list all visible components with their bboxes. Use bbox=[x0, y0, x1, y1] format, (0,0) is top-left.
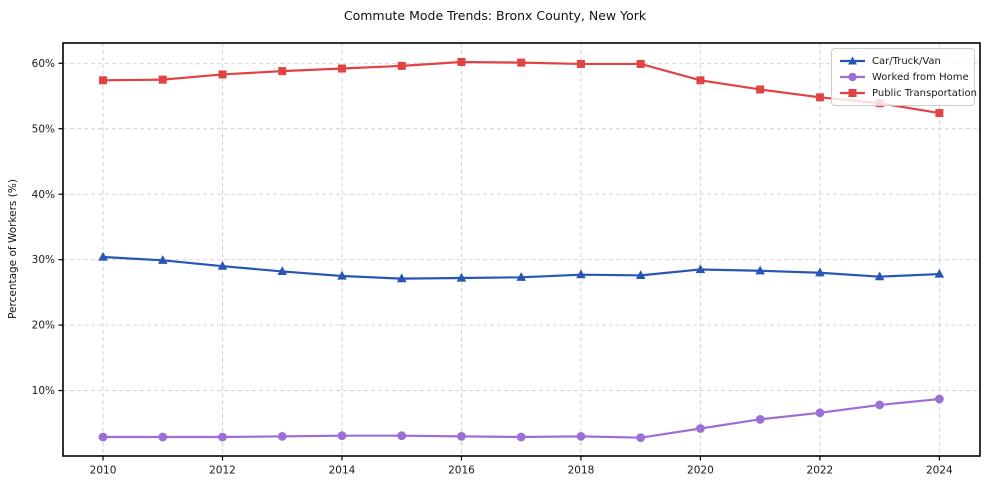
data-point-square bbox=[517, 58, 526, 67]
data-point-square bbox=[158, 75, 167, 84]
data-point-circle bbox=[397, 431, 407, 441]
data-point-circle bbox=[158, 432, 168, 442]
data-point-triangle bbox=[934, 268, 945, 278]
data-point-triangle bbox=[217, 260, 228, 270]
y-tick-label: 60% bbox=[32, 58, 55, 70]
series-line-circle bbox=[101, 397, 941, 439]
data-point-triangle bbox=[576, 269, 586, 279]
data-point-triangle bbox=[98, 251, 108, 261]
data-point-square bbox=[397, 61, 406, 70]
x-tick-label: 2020 bbox=[687, 465, 714, 477]
x-tick-label: 2016 bbox=[448, 465, 475, 477]
chart-title: Commute Mode Trends: Bronx County, New Y… bbox=[343, 8, 647, 23]
data-point-circle bbox=[636, 433, 646, 443]
data-point-triangle bbox=[695, 264, 706, 274]
x-tick-label: 2022 bbox=[807, 465, 834, 477]
data-point-triangle bbox=[755, 265, 765, 275]
data-point-circle bbox=[875, 400, 885, 410]
data-point-triangle bbox=[157, 255, 168, 264]
y-tick-label: 40% bbox=[32, 189, 55, 201]
data-point-triangle bbox=[456, 272, 467, 282]
data-point-circle bbox=[576, 431, 586, 441]
data-point-square bbox=[99, 76, 108, 85]
data-point-square bbox=[278, 67, 287, 76]
y-tick-label: 30% bbox=[32, 254, 55, 266]
data-point-square bbox=[815, 93, 824, 102]
data-point-square bbox=[457, 57, 466, 66]
x-tick-label: 2014 bbox=[329, 465, 356, 477]
legend-label: Public Transportation bbox=[872, 87, 977, 99]
data-point-circle bbox=[457, 431, 466, 441]
data-point-circle bbox=[277, 431, 287, 441]
data-point-circle bbox=[755, 414, 765, 424]
data-point-square bbox=[756, 85, 765, 94]
data-point-circle bbox=[337, 431, 347, 441]
data-point-square bbox=[576, 59, 585, 68]
y-tick-label: 50% bbox=[32, 123, 55, 135]
data-point-triangle bbox=[815, 267, 825, 277]
data-point-square bbox=[337, 64, 346, 73]
y-tick-label: 20% bbox=[32, 320, 55, 332]
worked-from-home-line-icon bbox=[840, 72, 865, 82]
data-point-triangle bbox=[635, 270, 646, 279]
x-tick-label: 2012 bbox=[209, 465, 236, 477]
plot-frame bbox=[62, 42, 981, 457]
data-point-triangle bbox=[516, 272, 527, 281]
data-point-triangle bbox=[874, 271, 885, 281]
data-point-triangle bbox=[337, 270, 347, 280]
car-truck-van-line-icon bbox=[840, 56, 865, 65]
data-point-triangle bbox=[277, 266, 288, 276]
x-tick-label: 2010 bbox=[90, 465, 117, 477]
data-point-circle bbox=[98, 432, 108, 442]
series-line-square bbox=[101, 60, 941, 115]
y-tick-label: 10% bbox=[32, 385, 55, 397]
data-point-circle bbox=[516, 432, 526, 442]
data-point-triangle bbox=[396, 273, 407, 283]
legend-item-worked-from-home: Worked from Home bbox=[839, 69, 969, 85]
legend-item-car-truck-van: Car/Truck/Van bbox=[839, 53, 966, 69]
legend-label: Car/Truck/Van bbox=[872, 55, 941, 67]
data-point-circle bbox=[696, 424, 705, 433]
data-point-circle bbox=[815, 408, 825, 418]
data-point-circle bbox=[218, 432, 227, 442]
data-point-square bbox=[218, 70, 227, 79]
legend-label: Worked from Home bbox=[872, 71, 969, 83]
x-tick-label: 2018 bbox=[568, 465, 595, 477]
x-tick-label: 2024 bbox=[926, 465, 953, 477]
data-point-circle bbox=[934, 394, 944, 404]
legend-item-public-transportation: Public Transportation bbox=[839, 85, 977, 101]
legend: Car/Truck/Van Worked from Home Public Tr… bbox=[831, 48, 977, 106]
data-point-square bbox=[935, 109, 944, 118]
data-point-square bbox=[696, 76, 705, 85]
data-point-square bbox=[636, 59, 645, 68]
public-transportation-line-icon bbox=[840, 89, 865, 97]
